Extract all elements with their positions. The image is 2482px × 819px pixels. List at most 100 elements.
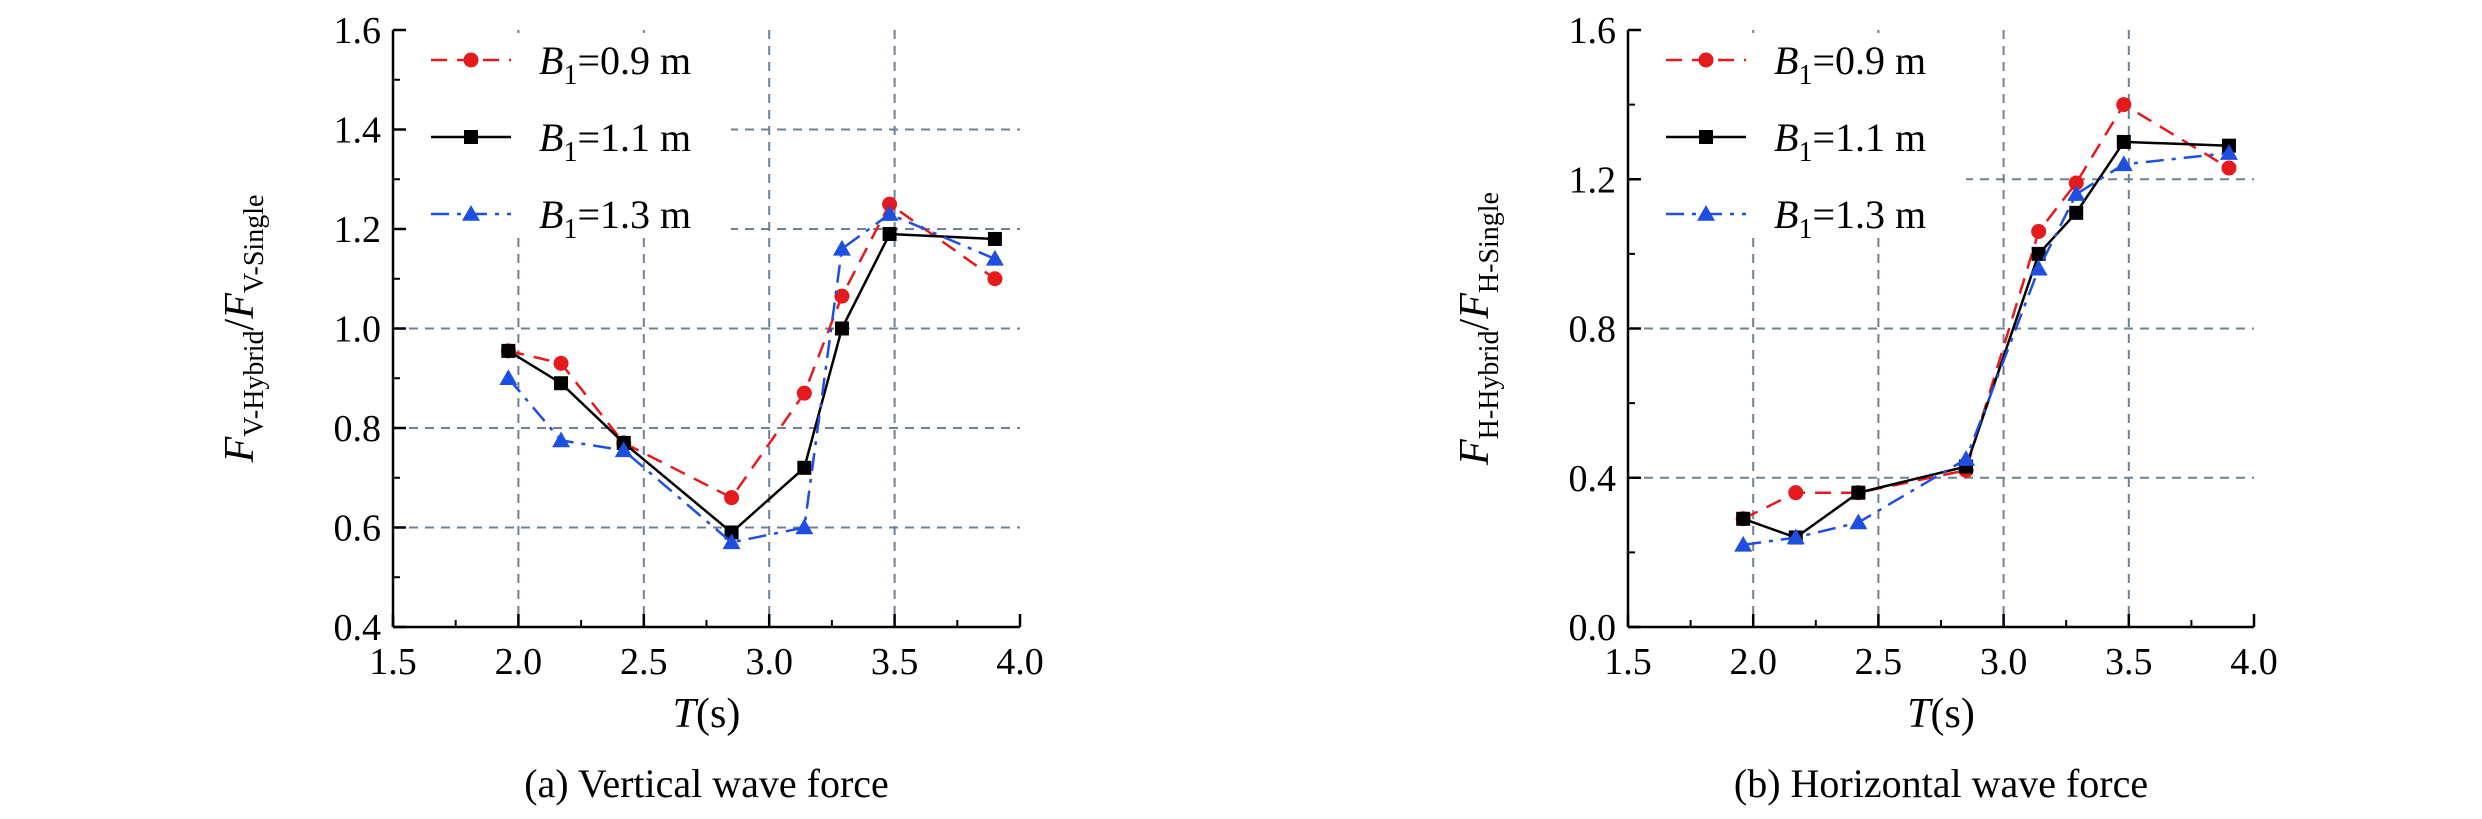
y-axis-var-den: F (217, 293, 263, 320)
y-tick-label: 0.8 (1569, 309, 1617, 351)
data-point (554, 376, 569, 391)
legend-variable: B (539, 115, 563, 160)
series-line (507, 212, 996, 544)
y-tick-label: 1.2 (334, 209, 382, 251)
legend-item: B1=1.1 m (1666, 115, 1926, 168)
y-tick-label: 0.8 (334, 408, 382, 450)
y-tick-label: 1.6 (334, 10, 382, 52)
data-point (880, 205, 899, 221)
y-axis-var-den: F (1452, 293, 1498, 320)
chart-a: 1.5 2.0 2.5 3.0 3.5 4.0 0.4 0.6 0.8 1.0 1.2 1.4 1.6 B… (217, 10, 1044, 806)
legend-value: =0.9 m (577, 38, 691, 83)
data-point (553, 355, 569, 371)
legend-marker (1697, 205, 1715, 221)
data-point (2221, 160, 2237, 176)
x-tick-label: 3.0 (1980, 641, 2028, 683)
x-axis-variable: T (1907, 691, 1933, 737)
series-2 (499, 205, 1004, 550)
y-axis-label: FV-Hybrid/FV-Single (217, 195, 270, 464)
data-point (1734, 535, 1753, 552)
legend-marker (464, 130, 478, 144)
data-point (499, 369, 518, 385)
data-point (797, 460, 812, 475)
x-tick-label: 2.5 (620, 641, 668, 683)
y-tick-label: 1.6 (1569, 10, 1617, 52)
y-tick-label: 0.0 (1569, 607, 1617, 649)
data-point (501, 343, 516, 358)
data-point (2116, 97, 2132, 113)
legend-variable: B (539, 38, 563, 83)
y-tick-label: 0.6 (334, 508, 382, 550)
legend-subscript: 1 (1798, 60, 1812, 91)
legend-marker (463, 52, 479, 68)
legend-value: =1.3 m (577, 192, 691, 237)
legend-value: =1.1 m (577, 115, 691, 160)
legend-label: B1=0.9 m (1774, 38, 1926, 91)
y-tick-label: 1.0 (334, 309, 382, 351)
x-tick-label: 2.0 (495, 641, 543, 683)
data-point (834, 288, 850, 304)
legend-value: =1.1 m (1812, 115, 1926, 160)
x-tick-label: 2.5 (1855, 641, 1903, 683)
data-point (2116, 134, 2131, 149)
legend-subscript: 1 (563, 60, 577, 91)
y-axis-sub-num: V-Hybrid (239, 330, 270, 436)
legend-variable: B (1774, 38, 1798, 83)
x-tick-label: 3.5 (2105, 641, 2153, 683)
data-point (2029, 259, 2048, 276)
data-point (722, 533, 741, 550)
x-axis-unit: (s) (696, 691, 740, 737)
legend-subscript: 1 (1798, 214, 1812, 245)
x-axis-label: T(s) (1907, 691, 1975, 737)
legend-label: B1=1.1 m (539, 115, 691, 168)
data-point (832, 239, 851, 256)
data-point (1736, 511, 1751, 526)
legend-marker (1699, 130, 1713, 144)
x-tick-label: 3.0 (745, 641, 793, 683)
legend-background (396, 33, 731, 233)
y-axis-slash: / (217, 318, 263, 330)
legend-variable: B (1774, 192, 1798, 237)
data-point (2114, 155, 2133, 172)
data-point (834, 321, 849, 336)
data-point (2031, 246, 2046, 261)
y-axis-slash: / (1452, 318, 1498, 330)
y-axis-var-num: F (1452, 439, 1498, 466)
legend-background (1631, 33, 1966, 233)
x-axis-variable: T (673, 691, 699, 737)
legend-item: B1=0.9 m (431, 38, 691, 91)
series-2 (1734, 144, 2238, 552)
legend-item: B1=1.1 m (431, 115, 691, 168)
y-tick-label: 1.4 (334, 110, 382, 152)
legend-label: B1=0.9 m (539, 38, 691, 91)
data-point (724, 490, 740, 506)
data-point (796, 385, 812, 401)
chart-caption: (a) Vertical wave force (524, 761, 889, 806)
data-point (1788, 485, 1804, 501)
legend-marker (1698, 52, 1714, 68)
y-axis-sub-den: V-Single (239, 195, 270, 294)
series-line (1742, 140, 2230, 539)
x-tick-label: 1.5 (1604, 641, 1652, 683)
x-tick-label: 3.5 (871, 641, 919, 683)
legend-subscript: 1 (1798, 137, 1812, 168)
data-point (987, 271, 1003, 287)
y-tick-label: 1.2 (1569, 159, 1617, 201)
legend-value: =0.9 m (1812, 38, 1926, 83)
data-point (795, 518, 814, 535)
legend-item: B1=1.3 m (431, 192, 691, 245)
y-axis-label: FH-Hybrid/FH-Single (1452, 192, 1505, 466)
y-tick-label: 0.4 (334, 607, 382, 649)
y-axis-sub-num: H-Hybrid (1474, 330, 1505, 439)
legend-label: B1=1.3 m (539, 192, 691, 245)
data-point (1851, 485, 1866, 500)
y-axis-sub-den: H-Single (1474, 192, 1505, 293)
data-point (1957, 450, 1976, 466)
legend-label: B1=1.1 m (1774, 115, 1926, 168)
legend-variable: B (539, 192, 563, 237)
legend-label: B1=1.3 m (1774, 192, 1926, 245)
y-tick-label: 0.4 (1569, 458, 1617, 500)
data-point (2069, 205, 2084, 220)
y-axis-var-num: F (217, 436, 263, 463)
x-axis-unit: (s) (1931, 691, 1975, 737)
